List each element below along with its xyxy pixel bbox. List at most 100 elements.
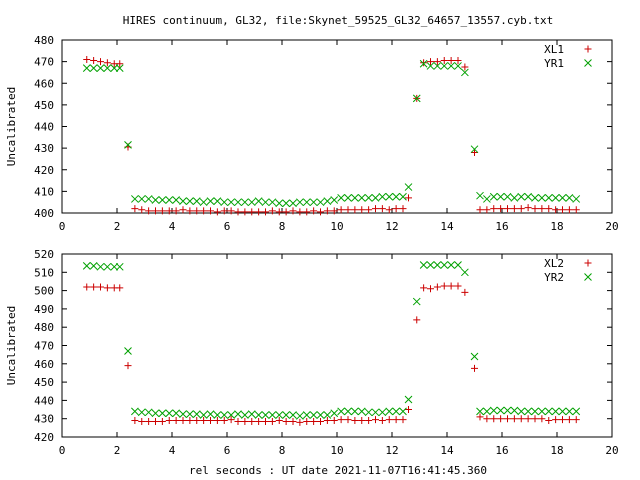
data-point	[392, 416, 400, 424]
data-point	[323, 417, 331, 425]
y-tick-label: 450	[34, 99, 54, 112]
data-point	[461, 288, 469, 296]
data-point	[83, 55, 91, 63]
data-point	[316, 411, 325, 419]
data-point	[296, 198, 304, 207]
data-point	[330, 207, 338, 215]
data-point	[510, 406, 519, 415]
x-tick-label: 10	[330, 220, 343, 233]
data-point	[89, 64, 98, 72]
y-tick-label: 430	[34, 413, 54, 426]
data-point	[371, 408, 380, 417]
data-point	[131, 407, 139, 416]
legend-marker	[584, 59, 592, 67]
x-tick-label: 4	[169, 444, 176, 457]
y-tick-label: 500	[34, 285, 54, 298]
data-point	[282, 417, 290, 425]
data-point	[152, 417, 159, 425]
data-point	[124, 347, 132, 355]
data-point	[96, 64, 105, 72]
data-point	[344, 194, 352, 202]
y-tick-label: 450	[34, 376, 54, 389]
data-point	[399, 416, 407, 424]
data-point	[476, 407, 484, 416]
data-point	[275, 208, 283, 216]
data-point	[213, 417, 221, 425]
data-point	[461, 68, 469, 77]
data-point	[262, 208, 269, 216]
data-point	[158, 417, 166, 425]
data-point	[351, 407, 359, 416]
data-point	[524, 407, 532, 416]
data-point	[152, 207, 159, 215]
x-axis-label: rel seconds : UT date 2021-11-07T16:41:4…	[189, 464, 487, 477]
data-point	[427, 285, 434, 293]
data-point	[385, 407, 394, 416]
data-point	[427, 58, 434, 66]
data-point	[206, 197, 215, 205]
data-point	[552, 206, 560, 214]
data-point	[247, 410, 256, 418]
data-point	[510, 205, 518, 213]
data-point	[545, 205, 553, 213]
y-tick-label: 460	[34, 77, 54, 90]
data-point	[413, 316, 421, 324]
data-point	[137, 408, 146, 417]
data-point	[337, 194, 345, 202]
x-tick-label: 6	[224, 220, 231, 233]
data-point	[433, 283, 441, 291]
data-point	[476, 191, 484, 200]
data-point	[420, 59, 428, 67]
data-point	[371, 194, 380, 202]
data-point	[358, 417, 366, 425]
data-point	[179, 410, 187, 418]
data-point	[172, 417, 180, 425]
data-point	[503, 406, 512, 415]
data-point	[440, 282, 448, 290]
data-point	[282, 411, 290, 419]
data-point	[90, 57, 98, 65]
data-point	[200, 207, 208, 215]
data-point	[186, 417, 194, 425]
data-point	[447, 282, 455, 290]
y-tick-label: 480	[34, 321, 54, 334]
data-point	[220, 411, 229, 419]
data-point	[124, 362, 132, 370]
data-point	[565, 206, 573, 214]
data-point	[471, 364, 478, 372]
data-point	[165, 417, 173, 425]
data-point	[323, 411, 332, 419]
data-point	[419, 261, 428, 269]
data-point	[116, 60, 124, 68]
data-point	[330, 409, 339, 418]
data-point	[392, 205, 400, 213]
data-point	[510, 194, 519, 202]
data-point	[538, 415, 546, 423]
data-point	[454, 261, 462, 269]
data-point	[234, 198, 242, 207]
data-point	[158, 207, 166, 215]
y-tick-label: 440	[34, 394, 54, 407]
y-tick-label: 440	[34, 121, 54, 134]
data-point	[344, 407, 352, 416]
data-point	[275, 411, 284, 419]
data-point	[310, 207, 318, 215]
series-yr2	[82, 261, 581, 420]
data-point	[378, 192, 387, 201]
data-point	[365, 206, 373, 214]
data-point	[426, 62, 435, 70]
data-point	[490, 415, 498, 423]
data-point	[433, 62, 442, 70]
data-point	[470, 352, 479, 361]
data-point	[489, 192, 498, 201]
x-tick-label: 2	[114, 220, 121, 233]
data-point	[282, 199, 290, 208]
data-point	[234, 208, 242, 216]
data-point	[82, 262, 91, 270]
data-point	[504, 205, 511, 213]
data-point	[131, 195, 139, 203]
data-point	[551, 194, 560, 202]
data-point	[323, 197, 332, 205]
x-tick-label: 12	[385, 220, 398, 233]
data-point	[165, 207, 173, 215]
